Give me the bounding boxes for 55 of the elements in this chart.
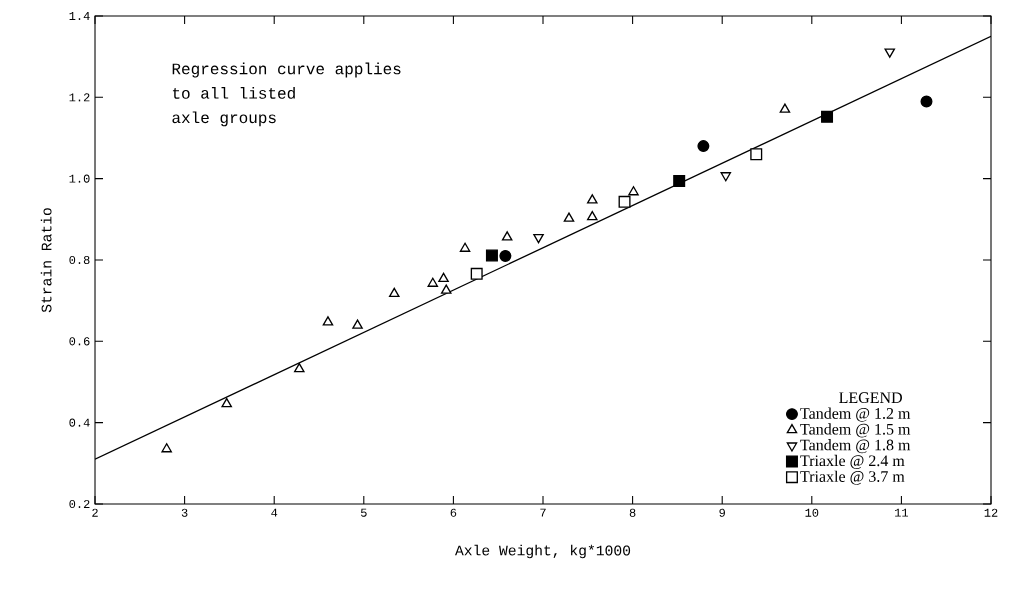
annotation: Regression curve applies: [172, 62, 401, 78]
point: [388, 287, 400, 298]
point: [673, 175, 686, 188]
x-tick-label: 9: [719, 508, 725, 517]
legend-label: Tandem @ 1.2 m: [800, 407, 911, 422]
point: [459, 242, 471, 252]
y-axis-title: Strain Ratio: [40, 208, 52, 313]
point: [920, 95, 933, 108]
point: [501, 231, 513, 241]
x-tick-label: 5: [360, 508, 367, 517]
point: [470, 267, 483, 280]
point: [221, 397, 233, 408]
legend-title: LEGEND: [839, 392, 902, 404]
x-tick-label: 3: [181, 508, 188, 517]
point: [563, 212, 575, 222]
point: [161, 443, 172, 453]
x-tick-label: 4: [271, 508, 278, 517]
point: [821, 110, 834, 123]
point: [628, 186, 639, 196]
x-tick-label: 8: [629, 508, 636, 517]
y-tick-label: 1.0: [69, 174, 90, 183]
x-axis-title: Axle Weight, kg*1000: [454, 544, 631, 559]
point: [322, 316, 334, 326]
x-tick-label: 6: [450, 508, 457, 517]
point: [586, 194, 598, 204]
y-tick-label: 0.2: [69, 499, 90, 509]
y-tick-label: 0.8: [69, 255, 90, 265]
point: [438, 272, 449, 283]
annotation: to all listed: [172, 87, 295, 99]
x-tick-label: 10: [805, 508, 819, 517]
x-tick-label: 11: [895, 508, 909, 517]
x-tick-label: 12: [984, 508, 998, 517]
annotation: axle groups: [172, 111, 276, 127]
x-tick-label: 7: [540, 508, 546, 517]
point: [427, 277, 439, 287]
point: [750, 148, 763, 161]
y-tick-label: 1.2: [69, 93, 90, 102]
legend-label: Triaxle @ 3.7 m: [800, 470, 905, 485]
point: [499, 249, 512, 262]
legend-label: Triaxle @ 2.4 m: [800, 454, 905, 470]
point: [779, 103, 791, 113]
legend-label: Tandem @ 1.5 m: [800, 423, 911, 438]
point: [697, 140, 710, 153]
point: [884, 48, 896, 58]
y-tick-label: 0.4: [69, 418, 90, 427]
point: [586, 210, 598, 221]
y-tick-label: 0.6: [69, 337, 90, 346]
point: [294, 362, 305, 373]
point: [352, 319, 363, 329]
x-tick-label: 2: [92, 508, 98, 517]
point: [485, 249, 498, 262]
point: [618, 195, 631, 208]
legend-label: Tandem @ 1.8 m: [800, 439, 911, 454]
y-tick-label: 1.4: [69, 12, 90, 20]
point: [440, 284, 452, 294]
